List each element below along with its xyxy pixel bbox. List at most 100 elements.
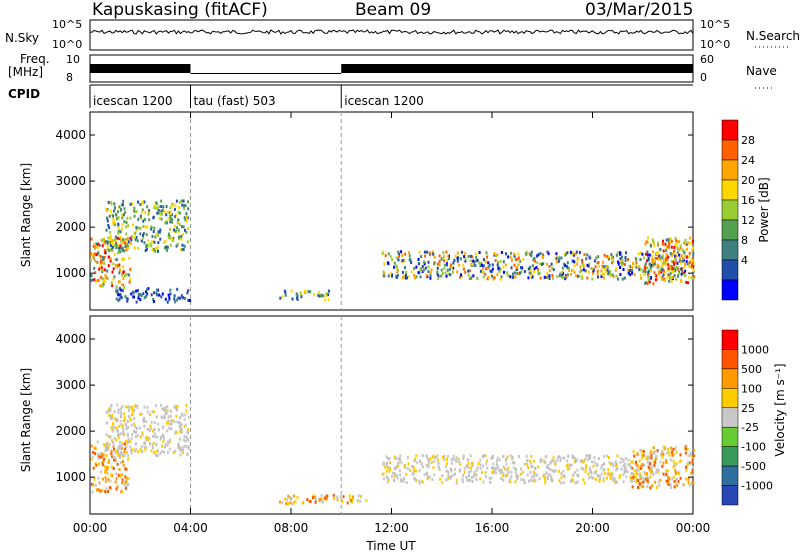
data-cell	[654, 480, 657, 484]
data-cell	[111, 455, 114, 459]
data-cell	[673, 274, 676, 278]
data-cell	[644, 281, 647, 285]
data-cell	[586, 454, 589, 458]
data-cell	[111, 270, 114, 274]
data-cell	[429, 276, 432, 280]
data-cell	[142, 236, 145, 240]
data-cell	[547, 464, 549, 468]
data-cell	[648, 469, 651, 473]
velocity-ylabel: Slant Range [km]	[19, 368, 33, 472]
data-cell	[576, 468, 579, 472]
data-cell	[476, 277, 479, 281]
data-cell	[591, 277, 594, 281]
data-cell	[533, 256, 536, 260]
data-cell	[171, 418, 174, 422]
data-cell	[93, 477, 96, 481]
data-cell	[653, 271, 656, 275]
data-cell	[586, 253, 589, 257]
data-cell	[671, 267, 674, 271]
data-cell	[436, 273, 439, 276]
data-cell	[153, 248, 155, 252]
data-cell	[145, 438, 148, 442]
data-cell	[664, 279, 667, 283]
data-cell	[290, 497, 293, 501]
data-cell	[120, 451, 123, 455]
data-cell	[118, 287, 121, 290]
data-cell	[109, 414, 112, 418]
data-cell	[455, 456, 458, 460]
data-cell	[125, 273, 128, 277]
data-cell	[173, 294, 176, 298]
nave-tick-top: 60	[700, 53, 714, 66]
data-cell	[444, 271, 447, 275]
data-cell	[150, 227, 153, 231]
data-cell	[644, 262, 647, 266]
data-cell	[387, 274, 390, 278]
data-cell	[113, 252, 116, 256]
data-cell	[177, 442, 180, 446]
data-cell	[588, 270, 590, 274]
data-cell	[514, 467, 517, 471]
data-cell	[646, 253, 649, 257]
data-cell	[456, 256, 459, 260]
data-cell	[106, 244, 109, 248]
data-cell	[649, 449, 652, 453]
data-cell	[601, 265, 604, 269]
data-cell	[117, 244, 120, 247]
data-cell	[404, 252, 407, 256]
data-cell	[154, 404, 157, 408]
data-cell	[495, 459, 498, 463]
data-cell	[415, 454, 418, 458]
data-cell	[116, 265, 119, 269]
data-cell	[112, 422, 115, 425]
data-cell	[174, 229, 177, 233]
data-cell	[428, 475, 431, 479]
data-cell	[656, 449, 659, 453]
data-cell	[170, 427, 173, 431]
data-cell	[568, 463, 571, 467]
data-cell	[175, 431, 178, 435]
data-cell	[143, 441, 146, 445]
data-cell	[680, 459, 683, 463]
data-cell	[652, 264, 655, 268]
data-cell	[125, 423, 127, 427]
data-cell	[673, 249, 676, 253]
colorbar-swatch	[721, 179, 739, 201]
data-cell	[507, 255, 510, 259]
data-cell	[533, 267, 536, 271]
data-cell	[153, 206, 156, 210]
data-cell	[145, 436, 147, 440]
data-cell	[648, 262, 651, 266]
data-cell	[164, 246, 166, 250]
data-cell	[520, 467, 523, 471]
data-cell	[673, 269, 676, 273]
freq-band	[341, 64, 693, 73]
data-cell	[462, 263, 465, 267]
data-cell	[544, 481, 547, 485]
data-cell	[395, 275, 398, 279]
data-cell	[169, 288, 172, 292]
data-cell	[429, 271, 432, 275]
data-cell	[530, 455, 533, 458]
data-cell	[312, 494, 315, 498]
data-cell	[616, 251, 619, 255]
data-cell	[365, 499, 368, 503]
data-cell	[126, 451, 129, 454]
data-cell	[513, 271, 516, 275]
data-cell	[514, 258, 517, 262]
data-cell	[90, 274, 93, 278]
cpid-label: CPID	[8, 87, 40, 101]
data-cell	[183, 425, 186, 428]
time-x-axis: 00:00 04:00 08:00 12:00 16:00 20:00 00:00	[73, 112, 710, 535]
data-cell	[448, 267, 451, 271]
data-cell	[597, 255, 600, 259]
data-cell	[472, 274, 475, 278]
data-cell	[102, 258, 105, 262]
data-cell	[491, 274, 494, 278]
data-cell	[494, 259, 497, 263]
data-cell	[97, 251, 100, 255]
data-cell	[667, 483, 670, 486]
data-cell	[187, 430, 190, 434]
data-cell	[109, 209, 112, 213]
data-cell	[356, 498, 359, 502]
